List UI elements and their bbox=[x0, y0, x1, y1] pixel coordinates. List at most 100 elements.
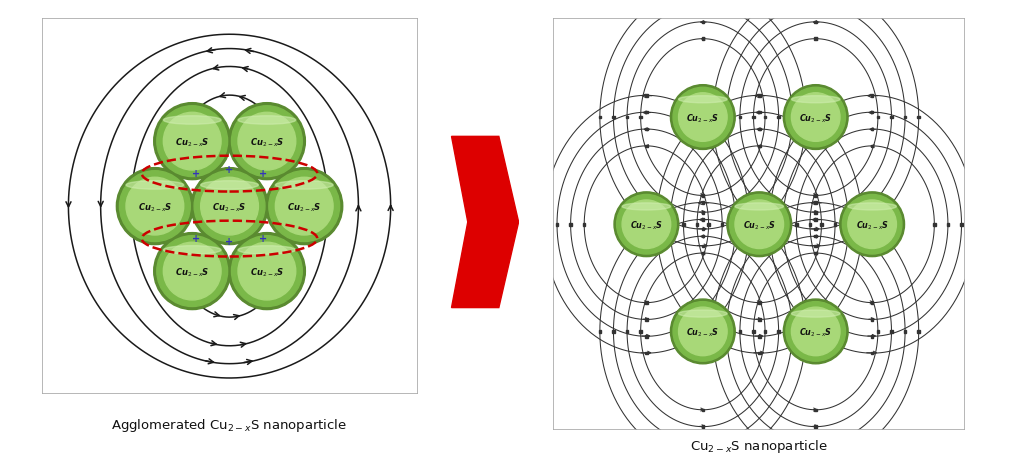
Circle shape bbox=[228, 232, 306, 309]
Bar bbox=[758, 111, 761, 113]
Bar bbox=[645, 94, 648, 96]
Circle shape bbox=[786, 302, 846, 361]
Bar bbox=[711, 330, 714, 333]
Ellipse shape bbox=[678, 96, 727, 103]
Circle shape bbox=[265, 168, 343, 245]
Text: Cu$_{2-x}$S: Cu$_{2-x}$S bbox=[856, 220, 889, 232]
Circle shape bbox=[228, 103, 306, 180]
Bar bbox=[890, 116, 893, 118]
Bar bbox=[598, 330, 601, 333]
Bar bbox=[701, 218, 704, 221]
Circle shape bbox=[839, 192, 904, 256]
Bar bbox=[804, 330, 807, 333]
Bar bbox=[645, 318, 648, 321]
Ellipse shape bbox=[126, 181, 184, 189]
Bar bbox=[946, 223, 949, 226]
Bar bbox=[753, 116, 755, 118]
Bar bbox=[701, 442, 704, 445]
Bar bbox=[791, 330, 793, 333]
Circle shape bbox=[678, 93, 727, 141]
Bar bbox=[904, 116, 906, 118]
Bar bbox=[758, 335, 761, 337]
Circle shape bbox=[673, 302, 733, 361]
Text: Cu$_{2-x}$S: Cu$_{2-x}$S bbox=[249, 267, 285, 279]
Bar bbox=[795, 223, 798, 226]
Bar bbox=[725, 116, 727, 118]
Circle shape bbox=[670, 85, 736, 149]
Bar bbox=[782, 223, 784, 226]
Ellipse shape bbox=[238, 116, 296, 124]
Text: Cu$_{2-x}$S: Cu$_{2-x}$S bbox=[249, 137, 285, 149]
Bar bbox=[701, 201, 704, 204]
Text: +: + bbox=[225, 237, 234, 247]
Bar bbox=[682, 223, 685, 226]
Bar bbox=[904, 330, 906, 333]
Bar bbox=[808, 223, 811, 226]
Bar bbox=[833, 223, 836, 226]
Bar bbox=[814, 252, 817, 254]
Ellipse shape bbox=[791, 310, 840, 317]
Bar bbox=[877, 330, 879, 333]
Bar bbox=[814, 4, 817, 6]
Bar bbox=[974, 223, 977, 226]
Bar bbox=[791, 116, 793, 118]
Circle shape bbox=[116, 168, 194, 245]
Bar bbox=[814, 20, 817, 23]
Bar bbox=[701, 425, 704, 428]
Circle shape bbox=[191, 168, 268, 245]
Bar bbox=[814, 194, 817, 197]
Bar bbox=[814, 228, 817, 231]
Bar bbox=[701, 20, 704, 23]
Bar bbox=[725, 330, 727, 333]
Polygon shape bbox=[451, 136, 519, 308]
Bar bbox=[640, 116, 642, 118]
Bar bbox=[612, 116, 614, 118]
Circle shape bbox=[623, 200, 671, 249]
Bar bbox=[720, 223, 723, 226]
Circle shape bbox=[163, 242, 221, 300]
Ellipse shape bbox=[163, 246, 221, 254]
Bar bbox=[739, 330, 742, 333]
Bar bbox=[556, 223, 558, 226]
Circle shape bbox=[231, 106, 303, 177]
Bar bbox=[748, 223, 751, 226]
Bar bbox=[871, 335, 874, 337]
Bar bbox=[804, 116, 807, 118]
Circle shape bbox=[163, 112, 221, 170]
Bar bbox=[871, 318, 874, 321]
Bar bbox=[645, 301, 648, 304]
Text: Cu$_{2-x}$S: Cu$_{2-x}$S bbox=[287, 202, 322, 214]
Bar bbox=[814, 409, 817, 411]
Ellipse shape bbox=[163, 116, 221, 124]
Text: Cu$_{2-x}$S: Cu$_{2-x}$S bbox=[175, 267, 210, 279]
Bar bbox=[701, 38, 704, 40]
Bar bbox=[626, 116, 629, 118]
Text: +: + bbox=[192, 169, 200, 178]
Circle shape bbox=[614, 192, 679, 256]
Circle shape bbox=[156, 106, 228, 177]
Circle shape bbox=[156, 236, 228, 307]
Circle shape bbox=[730, 194, 789, 254]
Circle shape bbox=[791, 307, 840, 356]
Bar bbox=[871, 128, 874, 130]
Bar bbox=[701, 252, 704, 254]
Bar bbox=[917, 116, 920, 118]
Circle shape bbox=[275, 177, 333, 235]
Bar bbox=[758, 301, 761, 304]
Circle shape bbox=[153, 232, 231, 309]
Bar bbox=[961, 223, 963, 226]
Bar bbox=[707, 223, 710, 226]
Bar bbox=[701, 409, 704, 411]
Bar bbox=[758, 94, 761, 96]
Bar bbox=[696, 223, 698, 226]
Circle shape bbox=[119, 171, 191, 241]
Circle shape bbox=[843, 194, 902, 254]
Circle shape bbox=[726, 192, 792, 256]
Bar bbox=[569, 223, 572, 226]
Bar bbox=[612, 330, 614, 333]
Bar bbox=[701, 235, 704, 237]
Bar bbox=[583, 223, 585, 226]
Bar bbox=[814, 442, 817, 445]
Ellipse shape bbox=[201, 181, 258, 189]
Bar bbox=[701, 211, 704, 213]
